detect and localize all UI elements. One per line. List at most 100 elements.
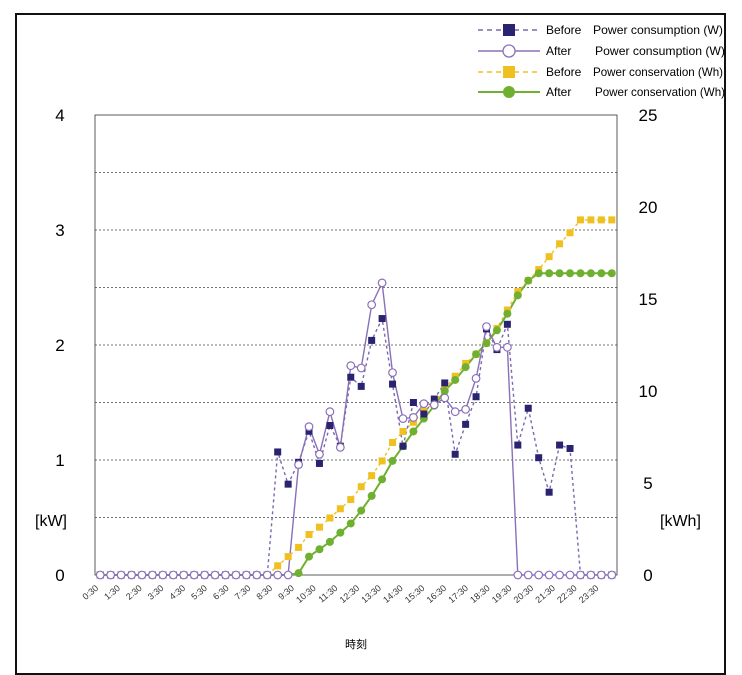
- series-point: [534, 570, 544, 580]
- series-point: [315, 523, 323, 531]
- series-point: [315, 545, 324, 554]
- series-point: [472, 393, 480, 401]
- series-line-1: [100, 280, 612, 576]
- series-point: [378, 475, 387, 484]
- x-tick-label: 14:30: [381, 583, 405, 605]
- series-line-0: [100, 316, 612, 576]
- series-point: [451, 450, 459, 458]
- series-point: [335, 442, 345, 452]
- y-axis-right-unit: [kWh]: [660, 513, 701, 530]
- series-point: [357, 483, 365, 491]
- series-point: [608, 216, 616, 224]
- series-point: [325, 407, 335, 417]
- series-point: [492, 326, 501, 335]
- series-point: [368, 336, 376, 344]
- series-point: [514, 441, 522, 449]
- x-tick-label: 12:30: [338, 583, 362, 605]
- legend-prefix-0: Before: [546, 23, 582, 37]
- series-point: [221, 570, 230, 580]
- y-right-tick-label: 15: [639, 290, 658, 309]
- series-point: [336, 505, 344, 513]
- series-point: [596, 570, 606, 580]
- series-point: [429, 400, 439, 410]
- series-point: [252, 570, 262, 580]
- series-point: [409, 427, 418, 436]
- series-point: [274, 562, 282, 570]
- series-point: [283, 570, 293, 580]
- series-point: [545, 253, 553, 261]
- series-point: [200, 570, 210, 580]
- series-point: [566, 229, 574, 237]
- series-point: [513, 570, 523, 580]
- series-point: [189, 570, 199, 580]
- y-left-tick-label: 2: [55, 336, 64, 355]
- x-tick-label: 0:30: [80, 583, 100, 602]
- series-point: [451, 375, 460, 384]
- series-point: [440, 393, 450, 403]
- y-left-tick-label: 3: [55, 221, 64, 240]
- x-tick-label: 3:30: [146, 583, 166, 602]
- series-point: [315, 459, 323, 467]
- series-point: [450, 407, 460, 417]
- x-tick-label: 11:30: [316, 583, 339, 605]
- legend-label-3: Power conservation (Wh): [595, 85, 725, 99]
- series-point: [367, 300, 377, 310]
- series-point: [472, 350, 481, 359]
- series-point: [535, 454, 543, 462]
- x-tick-label: 8:30: [254, 583, 274, 602]
- series-point: [576, 570, 585, 580]
- series-point: [471, 373, 481, 383]
- x-tick-label: 18:30: [468, 583, 492, 605]
- series-point: [336, 528, 345, 537]
- series-point: [137, 570, 147, 580]
- series-point: [295, 543, 303, 551]
- series-point: [357, 506, 366, 515]
- series-point: [556, 441, 564, 449]
- series-point: [555, 269, 564, 278]
- series-point: [284, 480, 292, 488]
- series-point: [566, 269, 575, 278]
- series-point: [503, 320, 511, 328]
- series-point: [524, 404, 532, 412]
- x-tick-label: 16:30: [425, 583, 449, 605]
- legend-marker-0: [503, 24, 515, 36]
- series-point: [524, 276, 533, 285]
- series-point: [262, 570, 272, 580]
- series-point: [305, 531, 313, 539]
- x-tick-label: 15:30: [403, 583, 427, 605]
- series-point: [555, 570, 564, 580]
- series-point: [461, 405, 471, 414]
- y-right-tick-label: 20: [639, 198, 658, 217]
- series-point: [461, 363, 470, 372]
- legend-marker-3: [503, 86, 515, 98]
- series-point: [210, 570, 220, 580]
- plot-area-border: [94, 114, 618, 576]
- series-point: [326, 514, 334, 522]
- series-point: [305, 427, 313, 435]
- legend-marker-1: [502, 44, 516, 58]
- series-point: [502, 342, 512, 352]
- x-tick-label: 5:30: [189, 583, 209, 602]
- x-tick-label: 19:30: [490, 583, 514, 605]
- x-axis-label: 時刻: [345, 637, 367, 651]
- legend-label-0: Power consumption (W): [593, 23, 723, 37]
- series-point: [409, 399, 417, 406]
- series-point: [523, 570, 533, 580]
- legend-prefix-2: Before: [546, 65, 582, 79]
- series-point: [357, 382, 365, 390]
- y-axis-left-unit: [kW]: [35, 513, 67, 530]
- series-point: [576, 216, 584, 224]
- series-point: [304, 422, 314, 432]
- series-point: [556, 240, 564, 248]
- series-point: [399, 427, 407, 435]
- series-point: [398, 414, 408, 424]
- series-point: [346, 361, 356, 371]
- series-point: [607, 570, 617, 580]
- x-tick-label: 22:30: [555, 583, 579, 605]
- y-axis-right: 0 5 10 15 20 25: [639, 106, 658, 585]
- x-tick-label: 4:30: [167, 583, 187, 602]
- series-point: [325, 537, 334, 546]
- series-point: [389, 439, 397, 447]
- series-point: [106, 570, 116, 580]
